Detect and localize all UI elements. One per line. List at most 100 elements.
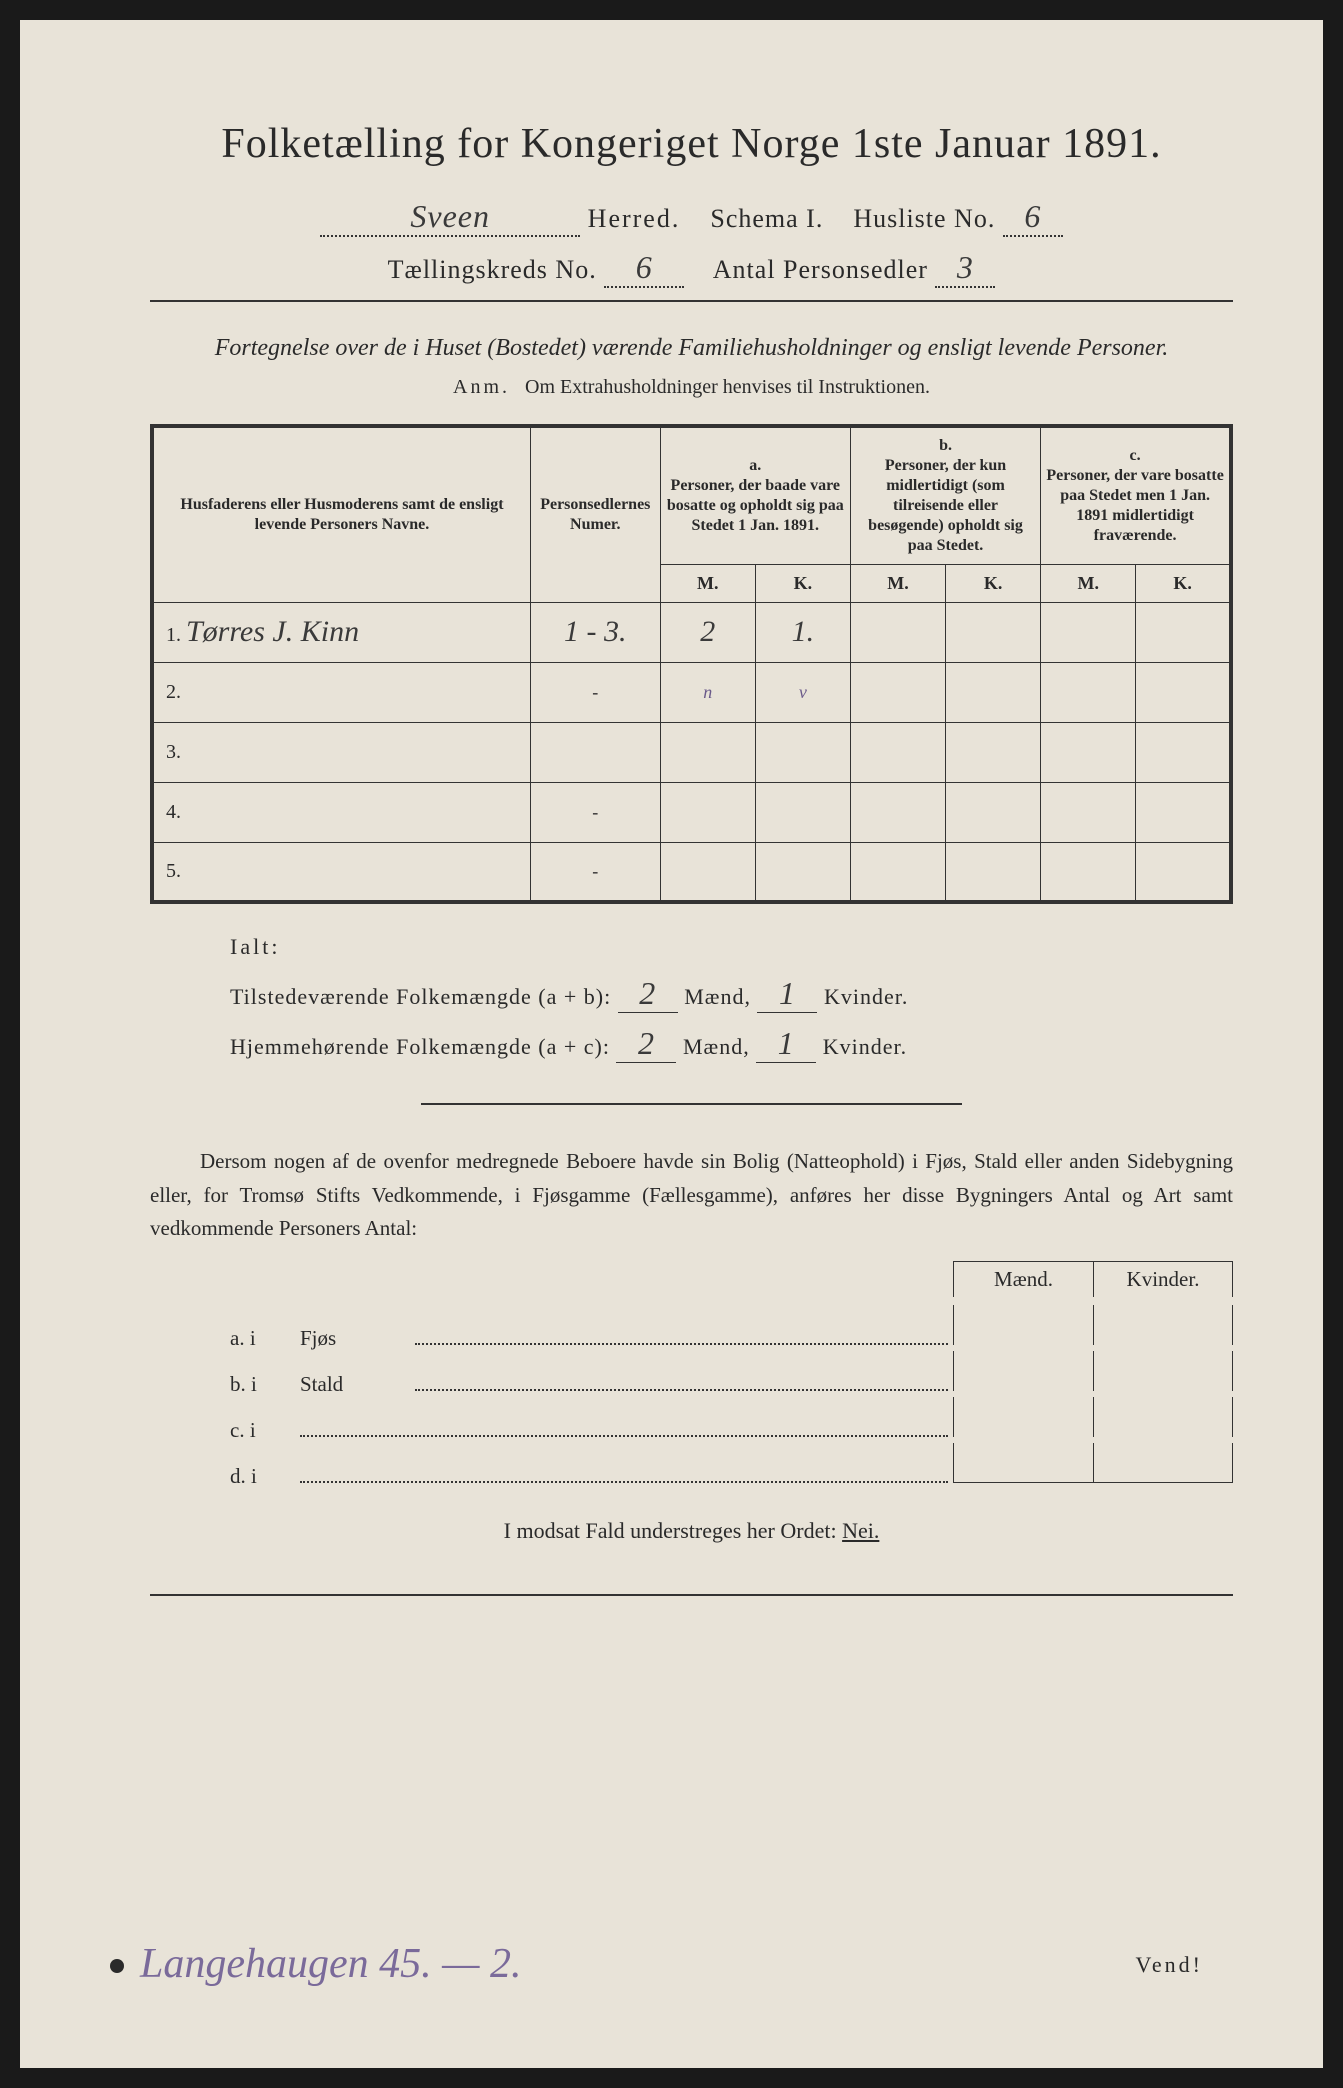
ob-row-name: Fjøs [300,1326,410,1351]
husliste-no-hw: 6 [1024,198,1041,234]
ialt-line2-m: 2 [638,1025,655,1061]
ob-m [953,1443,1093,1483]
anm-text: Om Extrahusholdninger henvises til Instr… [525,376,930,398]
cell-name: 4. [152,782,530,842]
cell-name: 3. [152,722,530,782]
nei: Nei. [842,1518,879,1543]
kreds-label: Tællingskreds No. [388,255,597,284]
ialt-line-2: Hjemmehørende Folkemængde (a + c): 2 Mæn… [230,1025,1233,1063]
cell-am [660,782,755,842]
outbuilding-text: Dersom nogen af de ovenfor medregnede Be… [150,1145,1233,1246]
table-row: 4. - [152,782,1231,842]
cell-ck [1136,722,1231,782]
kvinder-label: Kvinder. [824,984,908,1009]
cell-ak [755,842,850,902]
cell-ck [1136,662,1231,722]
cell-numer [530,722,660,782]
cell-ak [755,722,850,782]
sedler-no-hw: 3 [957,249,974,285]
ialt-line1-m: 2 [639,975,656,1011]
cell-bm [850,602,945,662]
ob-k [1093,1351,1233,1391]
cell-cm [1041,602,1136,662]
cell-bk [946,722,1041,782]
th-bk: K. [946,564,1041,602]
anm-line: Anm. Om Extrahusholdninger henvises til … [150,376,1233,399]
ialt-section: Ialt: Tilstedeværende Folkemængde (a + b… [230,934,1233,1063]
table-row: 1. Tørres J. Kinn 1 - 3. 2 1. [152,602,1231,662]
divider-2 [421,1103,963,1105]
sedler-label: Antal Personsedler [713,255,928,284]
cell-cm [1041,842,1136,902]
ob-k [1093,1443,1233,1483]
cell-ak [755,782,850,842]
ob-kvinder-header: Kvinder. [1093,1261,1233,1297]
cell-name: 1. Tørres J. Kinn [152,602,530,662]
cell-bm [850,722,945,782]
cell-ak: v [755,662,850,722]
th-b-text: Personer, der kun midlertidigt (som tilr… [868,457,1023,554]
ob-dots [300,1435,948,1437]
th-a-text: Personer, der baade vare bosatte og opho… [667,477,844,534]
ialt-line1-pre: Tilstedeværende Folkemængde (a + b): [230,984,611,1009]
main-title: Folketælling for Kongeriget Norge 1ste J… [150,120,1233,168]
negative-text: I modsat Fald understreges her Ordet: [504,1518,837,1543]
bullet-mark [110,1959,124,1973]
ialt-line1-k: 1 [779,975,796,1011]
cell-name: 2. [152,662,530,722]
cell-ck [1136,782,1231,842]
herred-name-hw: Sveen [410,198,490,234]
cell-am [660,842,755,902]
ob-k [1093,1305,1233,1345]
ob-m [953,1397,1093,1437]
census-document: Folketælling for Kongeriget Norge 1ste J… [20,20,1323,2068]
th-am: M. [660,564,755,602]
cell-ck [1136,842,1231,902]
th-c-label: c. [1130,447,1141,464]
husliste-label: Husliste No. [853,204,995,233]
divider-3 [150,1594,1233,1596]
ialt-line-1: Tilstedeværende Folkemængde (a + b): 2 M… [230,975,1233,1013]
th-c: c. Personer, der vare bosatte paa Stedet… [1041,426,1231,565]
bottom-handwriting: Langehaugen 45. — 2. [140,1940,522,1988]
table-row: 5. - [152,842,1231,902]
negative-line: I modsat Fald understreges her Ordet: Ne… [150,1518,1233,1544]
kreds-no-hw: 6 [636,249,653,285]
cell-bm [850,782,945,842]
table-row: 2. - n v [152,662,1231,722]
ob-row-label: c. i [230,1418,300,1443]
ob-row-label: a. i [230,1326,300,1351]
divider-1 [150,300,1233,302]
kvinder-label: Kvinder. [823,1034,907,1059]
cell-bk [946,842,1041,902]
ob-dots [415,1343,948,1345]
ob-dots [300,1481,948,1483]
table-row: 3. [152,722,1231,782]
ob-row: a. i Fjøs [230,1305,1233,1345]
section-description: Fortegnelse over de i Huset (Bostedet) v… [150,332,1233,366]
outbuilding-table: Mænd. Kvinder. a. i Fjøs b. i Stald c. i… [230,1261,1233,1483]
cell-am: n [660,662,755,722]
maend-label: Mænd, [684,984,751,1009]
cell-name: 5. [152,842,530,902]
th-a-label: a. [749,457,761,474]
ob-row: b. i Stald [230,1351,1233,1391]
header-line-1: Sveen Herred. Schema I. Husliste No. 6 [150,198,1233,237]
cell-ak: 1. [755,602,850,662]
cell-bk [946,782,1041,842]
cell-numer: - [530,842,660,902]
th-ck: K. [1136,564,1231,602]
ialt-line2-k: 1 [778,1025,795,1061]
ob-k [1093,1397,1233,1437]
th-bm: M. [850,564,945,602]
th-a: a. Personer, der baade vare bosatte og o… [660,426,850,565]
ialt-label: Ialt: [230,934,280,960]
ialt-line2-pre: Hjemmehørende Folkemængde (a + c): [230,1034,610,1059]
th-cm: M. [1041,564,1136,602]
herred-label: Herred. [588,204,681,233]
th-c-text: Personer, der vare bosatte paa Stedet me… [1046,467,1223,544]
cell-bm [850,662,945,722]
cell-cm [1041,662,1136,722]
ob-row-label: d. i [230,1464,300,1489]
cell-bk [946,662,1041,722]
